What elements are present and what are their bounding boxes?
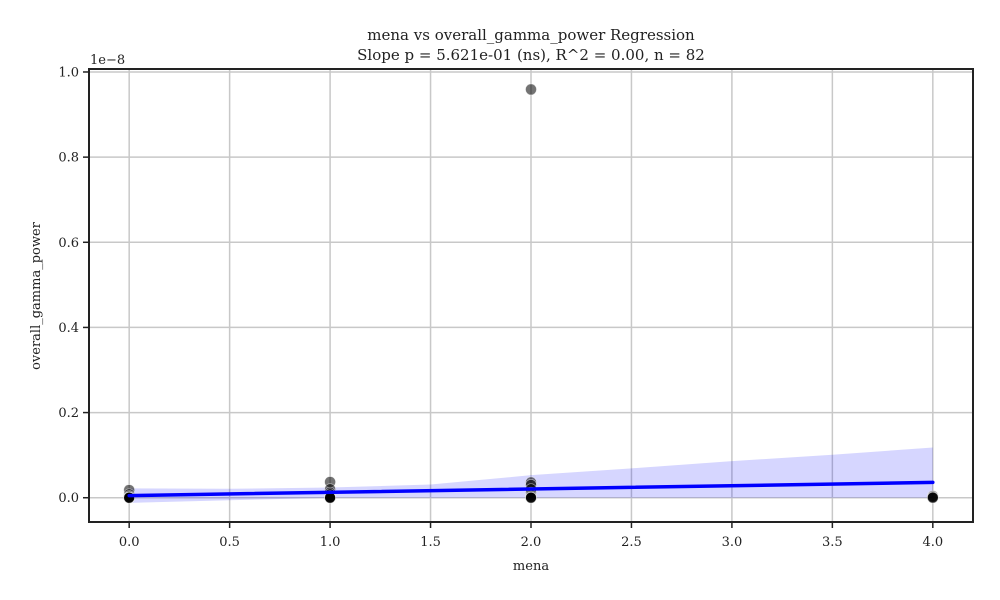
data-point [525, 83, 537, 96]
x-axis-ticks: 0.0 0.5 1.0 1.5 2.0 2.5 3.0 3.5 4.0 [119, 522, 943, 550]
x-tick-label: 2.0 [521, 535, 542, 550]
x-tick-label: 0.0 [119, 535, 140, 550]
x-tick-label: 4.0 [922, 535, 943, 550]
y-tick-label: 0.2 [58, 406, 79, 421]
x-axis-label: mena [513, 559, 549, 574]
y-tick-label: 0.8 [58, 151, 79, 166]
y-axis-label: overall_gamma_power [29, 221, 44, 370]
x-tick-label: 2.5 [621, 535, 642, 550]
data-point [525, 491, 537, 504]
y-tick-label: 0.0 [58, 491, 79, 506]
y-offset-label: 1e−8 [90, 53, 125, 68]
chart-title: mena vs overall_gamma_power Regression [367, 26, 695, 44]
y-axis-ticks: 0.0 0.2 0.4 0.6 0.8 1.0 [58, 65, 89, 506]
x-tick-label: 3.5 [822, 535, 843, 550]
x-tick-label: 1.5 [420, 535, 441, 550]
regression-line [127, 480, 935, 498]
x-tick-label: 0.5 [219, 535, 240, 550]
x-tick-label: 1.0 [320, 535, 341, 550]
regression-line-layer [127, 480, 935, 498]
data-point [927, 491, 939, 504]
y-tick-label: 1.0 [58, 65, 79, 80]
y-tick-label: 0.6 [58, 236, 79, 251]
x-tick-label: 3.0 [722, 535, 743, 550]
grid-lines [89, 69, 973, 522]
y-tick-label: 0.4 [58, 321, 79, 336]
chart-subtitle: Slope p = 5.621e-01 (ns), R^2 = 0.00, n … [357, 46, 705, 64]
